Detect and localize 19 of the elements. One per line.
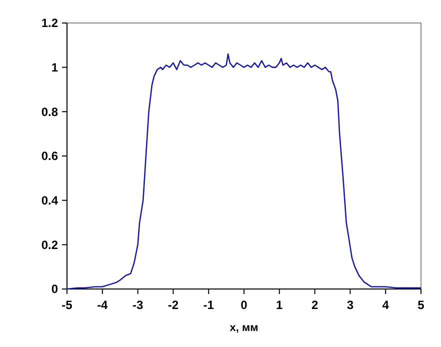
x-tick-label: 1: [276, 298, 284, 312]
y-tick-label: 0.8: [41, 104, 58, 119]
x-tick-label: -2: [168, 298, 179, 312]
x-tick-label: -5: [62, 298, 73, 312]
x-tick-label: 2: [311, 298, 318, 312]
x-tick-label: -3: [132, 298, 144, 312]
y-tick-label: 0.2: [41, 238, 58, 252]
y-tick-label: 1: [51, 60, 58, 75]
y-tick-label: 0.6: [41, 149, 58, 164]
x-tick-label: 0: [240, 298, 248, 312]
x-tick-label: -4: [97, 298, 108, 312]
y-tick-label: 1.2: [41, 16, 58, 30]
y-tick-label: 0: [51, 282, 58, 296]
x-tick-label: 4: [382, 298, 390, 312]
x-tick-label: 5: [418, 298, 425, 312]
y-tick-label: 0.4: [41, 194, 58, 208]
x-tick-label: 3: [346, 298, 354, 312]
x-tick-label: -1: [203, 298, 214, 312]
x-axis-title: x, мм: [230, 322, 258, 334]
